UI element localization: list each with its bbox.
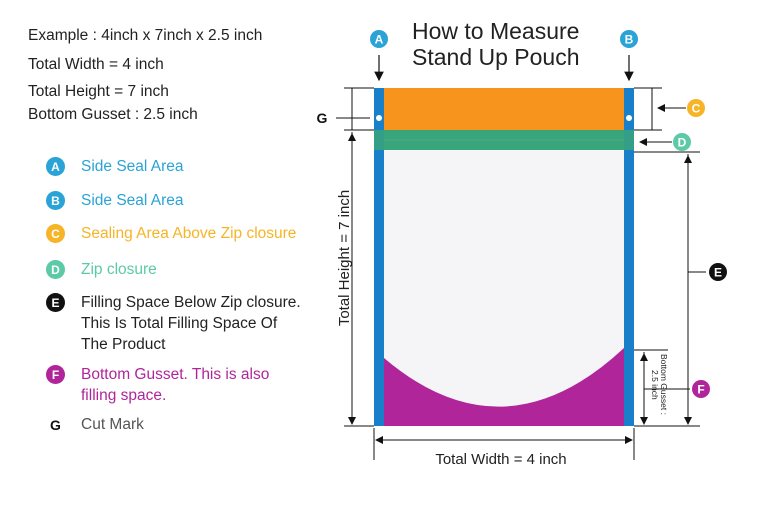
badge-f-icon: F [46,365,65,384]
badge-d-icon: D [46,260,65,279]
legend-label-c: Sealing Area Above Zip closure [81,225,297,242]
legend-item-e: E Filling Space Below Zip closure. This … [46,292,301,355]
legend-item-a: A Side Seal Area [46,156,184,177]
badge-e-icon: E [46,293,65,312]
total-height-label: Total Height = 7 inch [336,190,353,326]
diagram-title: How to Measure Stand Up Pouch [412,18,580,70]
side-seal-right [624,88,634,426]
bottom-gusset-spec: Bottom Gusset : 2.5 inch [28,106,198,123]
legend-label-b: Side Seal Area [81,192,184,209]
total-width-label: Total Width = 4 inch [435,451,566,468]
total-width-spec: Total Width = 4 inch [28,56,164,73]
legend-label-a: Side Seal Area [81,158,184,175]
legend-item-g: G Cut Mark [46,414,144,435]
example-spec: Example : 4inch x 7inch x 2.5 inch [28,27,263,44]
marker-f-letter: F [697,383,704,397]
legend-item-f: F Bottom Gusset. This is also filling sp… [46,364,269,406]
top-seal-area [384,88,624,130]
legend-label-d: Zip closure [81,261,157,278]
side-seal-left [374,88,384,426]
marker-a-icon [370,30,388,48]
gusset-label-1: Bottom Gusset : [659,354,669,415]
legend-item-d: D Zip closure [46,259,157,280]
marker-e-icon [709,263,727,281]
marker-g-letter: G [317,110,328,126]
badge-a-icon: A [46,157,65,176]
bottom-gusset-shape [384,348,624,426]
marker-e-letter: E [714,266,722,280]
marker-c-icon [687,99,705,117]
marker-d-icon [673,133,691,151]
marker-b-letter: B [625,33,634,47]
marker-f-icon [692,380,710,398]
badge-b-icon: B [46,191,65,210]
cut-mark-left [376,115,382,121]
marker-a-letter: A [375,33,384,47]
marker-c-letter: C [692,102,701,116]
badge-c-icon: C [46,224,65,243]
cut-mark-right [626,115,632,121]
marker-d-letter: D [678,136,687,150]
legend-label-g: Cut Mark [81,416,144,433]
badge-g-icon: G [46,415,65,434]
gusset-label-2: 2.5 inch [650,370,660,400]
zip-overlay [374,130,634,150]
legend-item-b: B Side Seal Area [46,190,184,211]
legend-label-e: Filling Space Below Zip closure. This Is… [81,294,301,353]
legend-label-f: Bottom Gusset. This is also filling spac… [81,366,270,404]
legend-item-c: C Sealing Area Above Zip closure [46,223,296,244]
marker-b-icon [620,30,638,48]
total-height-spec: Total Height = 7 inch [28,83,169,100]
